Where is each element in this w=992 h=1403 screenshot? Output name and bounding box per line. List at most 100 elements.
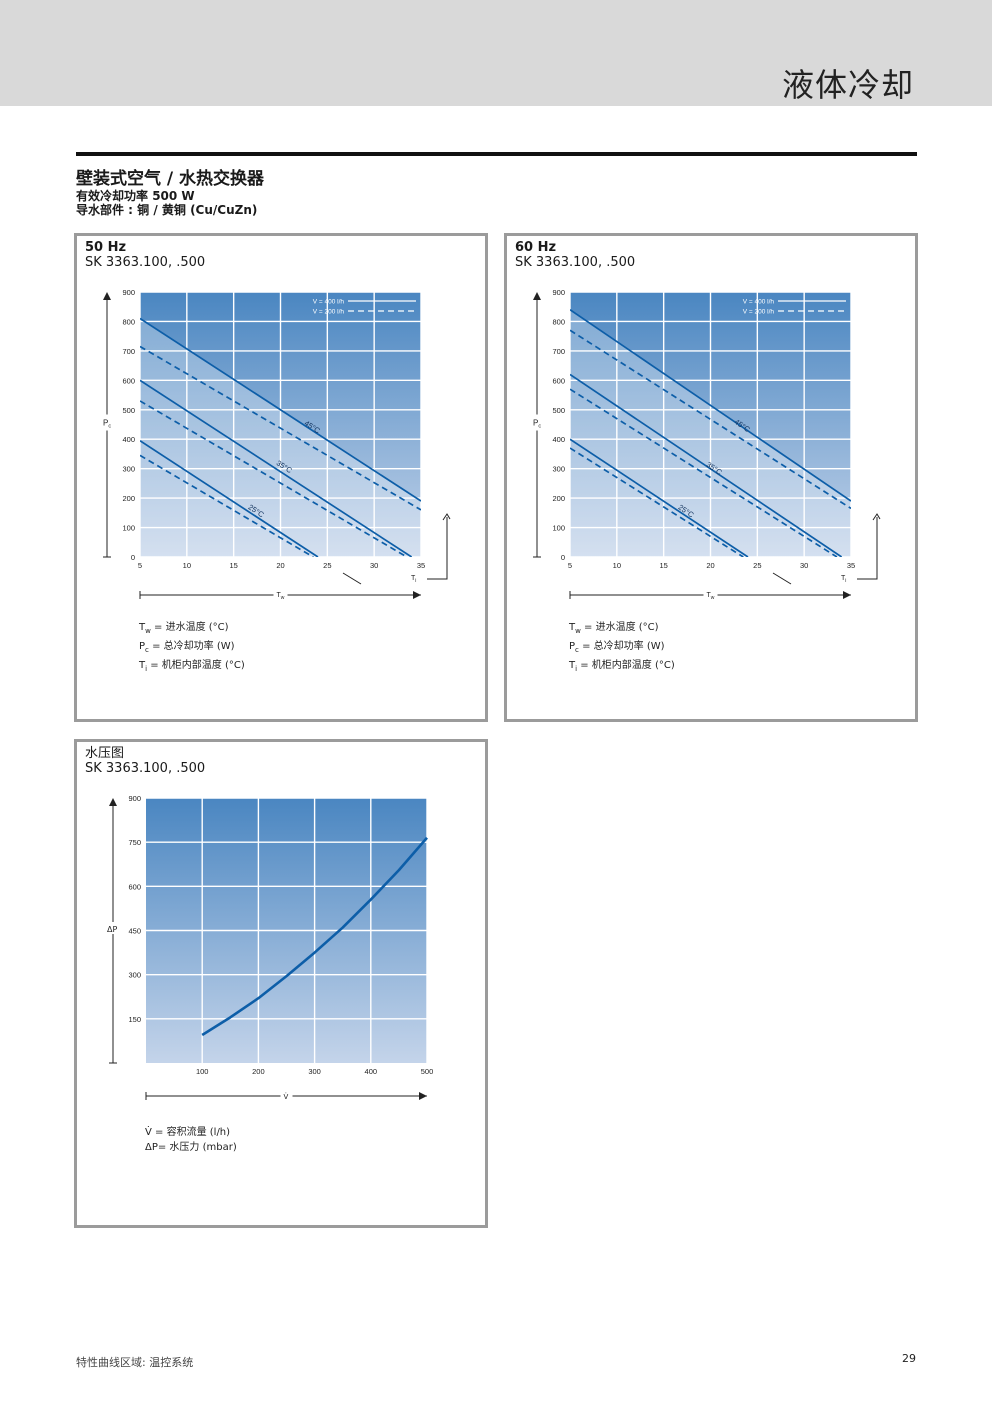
flow-legend-label: V = 400 l/h	[743, 299, 775, 306]
page-number: 29	[902, 1352, 916, 1365]
y-tick-label: 800	[552, 317, 565, 326]
x-axis-label: Tw	[277, 592, 285, 601]
y-tick-label: 600	[552, 376, 565, 385]
x-tick-label: 20	[276, 561, 284, 570]
y-tick-label: 500	[122, 406, 135, 415]
y-tick-label: 900	[122, 288, 135, 297]
ti-slash	[342, 572, 362, 585]
chart-pressure: 100 200 300 400 500 150 300 450 600 750 900 ΔP V̇	[105, 794, 434, 1101]
y-axis-label: Pc	[533, 419, 541, 430]
x-tick-label: 500	[421, 1067, 434, 1076]
arrow-head	[843, 591, 851, 599]
y-tick-label: 500	[552, 406, 565, 415]
series-line	[570, 447, 744, 557]
y-axis-label: Pc	[103, 419, 111, 430]
y-axis-label-bg	[101, 414, 113, 431]
ti-hook	[872, 513, 881, 521]
y-tick-label: 100	[552, 524, 565, 533]
y-tick-label: 750	[128, 838, 141, 847]
y-tick-label: 0	[561, 553, 565, 562]
legend-line-pressure: ΔP= 水压力 (mbar)	[145, 1142, 237, 1153]
series-line	[570, 388, 838, 557]
title-rule	[76, 152, 917, 156]
ti-label: Ti	[411, 575, 416, 584]
x-tick-label: 25	[323, 561, 331, 570]
legend-line-tw: Tw = 进水温度 (°C)	[139, 622, 229, 635]
y-tick-label: 200	[122, 494, 135, 503]
x-axis-label-bg	[273, 589, 288, 599]
x-tick-label: 400	[365, 1067, 378, 1076]
x-tick-label: 5	[568, 561, 572, 570]
x-axis-label: Tw	[707, 592, 715, 601]
x-tick-label: 5	[138, 561, 142, 570]
chart-title: 60 Hz	[515, 240, 557, 255]
x-tick-label: 30	[800, 561, 808, 570]
chart-subtitle: SK 3363.100, .500	[85, 761, 206, 776]
y-tick-label: 900	[552, 288, 565, 297]
header-band	[0, 0, 992, 106]
x-axis-label-bg	[280, 1090, 293, 1100]
x-tick-label: 25	[753, 561, 761, 570]
y-tick-label: 300	[122, 465, 135, 474]
y-tick-label: 100	[122, 524, 135, 533]
chart-panel-50hz: 5 10 15 20 25 30 35 0 100 200 300 400 500 600 700 800 90…	[74, 233, 488, 722]
series-line	[570, 438, 749, 557]
x-tick-label: 200	[252, 1067, 265, 1076]
y-tick-label: 600	[122, 376, 135, 385]
arrow-head	[419, 1092, 427, 1100]
arrow-head	[109, 798, 117, 806]
chart-60hz: 5 10 15 20 25 30 35 0 100 200 300 400 500 600 700 800 90…	[531, 288, 881, 601]
x-tick-label: 30	[370, 561, 378, 570]
series-line	[140, 439, 319, 557]
x-tick-label: 35	[417, 561, 425, 570]
arrow-head	[103, 292, 111, 300]
ti-hook	[442, 513, 451, 521]
legend-line-ti: Ti = 机柜内部温度 (°C)	[569, 660, 675, 673]
legend-line-pc: Pc = 总冷却功率 (W)	[569, 641, 665, 654]
x-tick-label: 15	[229, 561, 237, 570]
y-tick-label: 400	[122, 435, 135, 444]
x-tick-label: 300	[308, 1067, 321, 1076]
series-line	[140, 400, 408, 557]
x-axis-label-bg	[703, 589, 718, 599]
chart-legend: Tw = 进水温度 (°C) Pc = 总冷却功率 (W) Ti = 机柜内部温…	[139, 620, 245, 677]
series-line	[140, 317, 421, 502]
x-axis-label: V̇	[284, 1093, 289, 1101]
y-tick-label: 900	[128, 794, 141, 803]
y-tick-label: 0	[131, 553, 135, 562]
series-line	[201, 836, 428, 1037]
legend-line-tw: Tw = 进水温度 (°C)	[569, 622, 659, 635]
series-line	[140, 345, 421, 511]
arrow-head	[413, 591, 421, 599]
y-tick-label: 700	[122, 347, 135, 356]
y-tick-label: 600	[128, 882, 141, 891]
chart-legend: Tw = 进水温度 (°C) Pc = 总冷却功率 (W) Ti = 机柜内部温…	[569, 620, 675, 677]
y-tick-label: 150	[128, 1015, 141, 1024]
chart-title: 水压图	[85, 746, 125, 761]
flow-legend-label: V = 200 l/h	[743, 309, 775, 316]
x-tick-label: 10	[613, 561, 621, 570]
ti-label: Ti	[841, 575, 846, 584]
product-cooling-power: 有效冷却功率 500 W	[76, 189, 195, 203]
chart-subtitle: SK 3363.100, .500	[515, 255, 636, 270]
chart-50hz: 5 10 15 20 25 30 35 0 100 200 300 400 500 600 700 800 90…	[101, 288, 451, 601]
arrow-head	[533, 292, 541, 300]
chart-legend: V̇ = 容积流量 (l/h) ΔP= 水压力 (mbar)	[145, 1125, 237, 1155]
x-tick-label: 20	[706, 561, 714, 570]
chart-panel-pressure: 100 200 300 400 500 150 300 450 600 750 900 ΔP V̇ 水压…	[74, 739, 488, 1228]
footer-text: 特性曲线区域: 温控系统	[76, 1356, 194, 1369]
y-tick-label: 450	[128, 927, 141, 936]
y-tick-label: 300	[128, 971, 141, 980]
x-tick-label: 35	[847, 561, 855, 570]
x-tick-label: 15	[659, 561, 667, 570]
y-tick-label: 700	[552, 347, 565, 356]
series-line	[570, 329, 851, 510]
series-line	[570, 308, 851, 502]
x-tick-label: 10	[183, 561, 191, 570]
ti-slash	[772, 572, 792, 585]
product-materials: 导水部件 : 铜 / 黄铜 (Cu/CuZn)	[76, 203, 258, 217]
ti-indicator	[857, 517, 878, 580]
chart-panel-60hz: 5 10 15 20 25 30 35 0 100 200 300 400 500 600 700 800 90…	[504, 233, 918, 722]
series-line	[570, 373, 843, 557]
y-tick-label: 400	[552, 435, 565, 444]
